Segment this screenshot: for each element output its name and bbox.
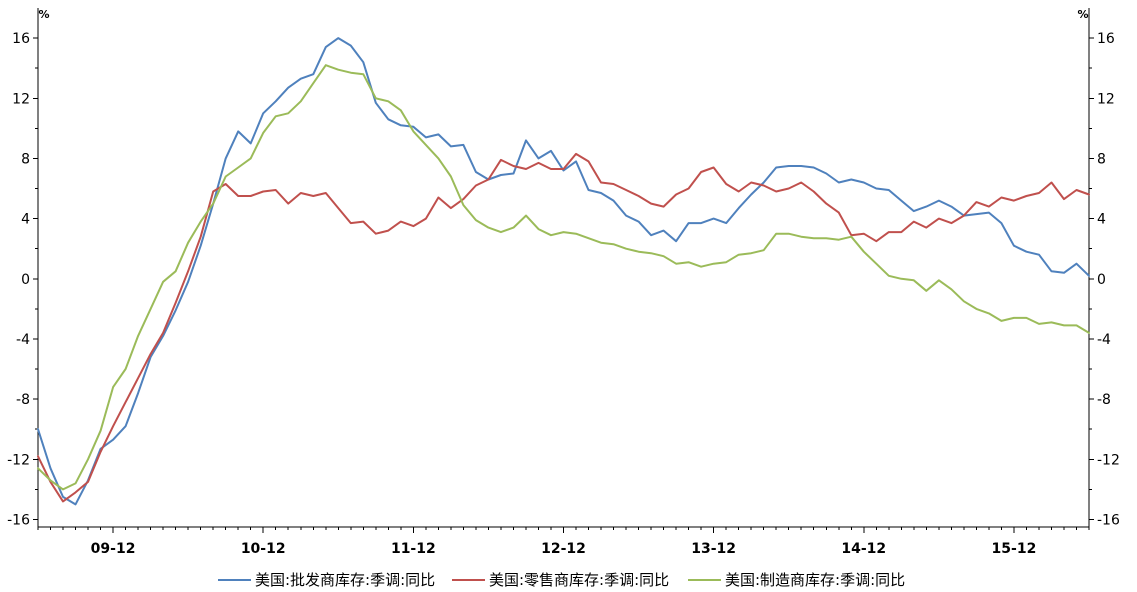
x-ticks: 09-12 10-12 11-12 12-12 13-12 14-12 15-12 (37, 527, 1090, 557)
legend-item-manufacturing: 美国:制造商库存:季调:同比 (688, 571, 905, 589)
x-tick-label: 14-12 (841, 541, 886, 557)
legend-label-manufacturing: 美国:制造商库存:季调:同比 (725, 571, 905, 589)
y-tick-label-left: 4 (21, 212, 30, 228)
y-tick-label-left: -16 (7, 512, 30, 528)
y-tick-label-left: 12 (12, 91, 30, 107)
y-tick-label-right: 4 (1097, 212, 1106, 228)
y-tick-label-left: -12 (7, 452, 30, 468)
y-tick-label-right: -4 (1097, 332, 1111, 348)
legend: 美国:批发商库存:季调:同比 美国:零售商库存:季调:同比 美国:制造商库存:季… (218, 571, 905, 589)
y-tick-label-right: 12 (1097, 91, 1115, 107)
x-tick-label: 12-12 (541, 541, 586, 557)
wholesale-inventory-line (37, 37, 1090, 506)
y-tick-label-right: -12 (1097, 452, 1120, 468)
y-tick-label-left: 0 (21, 272, 30, 288)
y-axis-unit-left: % (38, 8, 49, 21)
manufacturing-inventory-line (37, 64, 1090, 491)
legend-label-retail: 美国:零售商库存:季调:同比 (489, 571, 669, 589)
x-tick-label: 10-12 (241, 541, 286, 557)
y-axis-unit-right: % (1077, 8, 1088, 21)
y-tick-label-right: 0 (1097, 272, 1106, 288)
y-tick-label-left: 16 (12, 31, 30, 47)
retail-inventory-line (37, 152, 1090, 503)
y-tick-label-right: 16 (1097, 31, 1115, 47)
plot-series (37, 37, 1090, 506)
y-ticks-right: -16 -12 -8 -4 0 4 8 12 16 (1089, 31, 1120, 528)
y-tick-label-left: 8 (21, 151, 30, 167)
y-tick-label-right: -16 (1097, 512, 1120, 528)
y-tick-label-left: -8 (16, 392, 30, 408)
y-ticks-left: -16 -12 -8 -4 0 4 8 12 16 (7, 31, 38, 528)
legend-item-wholesale: 美国:批发商库存:季调:同比 (218, 571, 435, 589)
x-tick-label: 09-12 (91, 541, 136, 557)
x-tick-label: 13-12 (691, 541, 736, 557)
y-tick-label-right: -8 (1097, 392, 1111, 408)
x-tick-label: 11-12 (391, 541, 436, 557)
y-tick-label-right: 8 (1097, 151, 1106, 167)
y-tick-label-left: -4 (16, 332, 30, 348)
legend-item-retail: 美国:零售商库存:季调:同比 (452, 571, 669, 589)
legend-label-wholesale: 美国:批发商库存:季调:同比 (255, 571, 435, 589)
x-tick-label: 15-12 (992, 541, 1037, 557)
